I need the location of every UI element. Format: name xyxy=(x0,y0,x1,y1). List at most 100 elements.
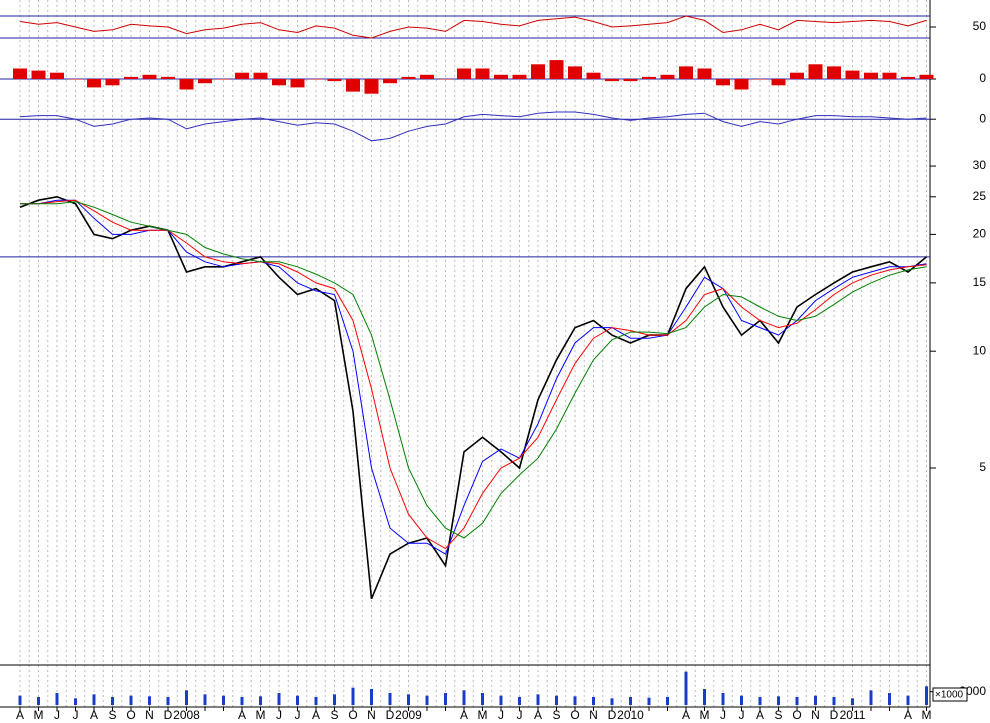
y-tick-label: 20 xyxy=(973,227,987,241)
x-tick-label: J xyxy=(517,708,523,722)
y-tick-label: 30 xyxy=(973,158,987,172)
series-line xyxy=(19,195,928,600)
bar xyxy=(148,696,151,705)
x-tick-label: M xyxy=(700,708,710,722)
x-tick-label: N xyxy=(589,708,598,722)
series-line xyxy=(20,199,927,550)
bar xyxy=(222,695,225,705)
y-tick-label: 50 xyxy=(973,19,987,33)
bar xyxy=(68,79,83,80)
bar xyxy=(142,74,157,79)
bar xyxy=(462,690,466,705)
bar xyxy=(216,79,231,80)
bar xyxy=(679,66,693,79)
bar xyxy=(481,693,484,705)
bar xyxy=(721,693,725,705)
bar xyxy=(795,697,799,705)
bar xyxy=(253,72,268,79)
bar xyxy=(697,68,712,79)
unit-box xyxy=(932,687,968,702)
x-tick-label: D xyxy=(830,708,839,722)
x-tick-label: 2011 xyxy=(840,708,866,722)
bar xyxy=(888,693,891,705)
bar xyxy=(92,694,96,705)
bar xyxy=(549,60,564,79)
bar xyxy=(906,695,910,705)
bar xyxy=(74,698,77,705)
bar xyxy=(444,693,447,705)
bar xyxy=(401,76,416,79)
bar xyxy=(13,68,27,79)
x-tick-label: 2008 xyxy=(173,708,200,722)
bar xyxy=(771,79,786,86)
x-tick-label: 2010 xyxy=(617,708,644,722)
bar xyxy=(851,698,854,705)
x-tick-label: J xyxy=(295,708,301,722)
x-tick-label: J xyxy=(720,708,726,722)
bar xyxy=(198,79,212,84)
y-tick-label: 25 xyxy=(973,189,987,203)
bar xyxy=(37,697,40,705)
bar xyxy=(753,79,767,80)
x-tick-label: M xyxy=(256,708,266,722)
bar xyxy=(383,79,397,84)
bar xyxy=(827,66,841,79)
bar xyxy=(814,695,817,705)
x-tick-label: N xyxy=(145,708,154,722)
y-tick-label: 10 xyxy=(973,343,987,357)
bar xyxy=(105,79,120,86)
bar xyxy=(364,79,379,94)
bar xyxy=(129,695,133,705)
bar xyxy=(87,79,101,88)
x-tick-label: A xyxy=(682,708,690,722)
bar xyxy=(388,693,392,705)
bar xyxy=(420,74,434,79)
bar xyxy=(864,72,878,79)
bar xyxy=(425,695,429,705)
x-tick-label: M xyxy=(478,708,488,722)
y-tick-label: 5 xyxy=(979,460,986,474)
x-tick-label: D xyxy=(164,708,173,722)
x-tick-label: J xyxy=(739,708,745,722)
series-line xyxy=(19,111,927,142)
x-tick-label: J xyxy=(498,708,504,722)
bar xyxy=(290,79,305,88)
bar xyxy=(438,79,453,80)
bar xyxy=(832,697,836,705)
bar xyxy=(610,698,614,705)
bar xyxy=(111,697,114,705)
bar xyxy=(684,671,688,705)
bar xyxy=(50,72,64,79)
bar xyxy=(901,76,915,79)
bar xyxy=(925,686,928,705)
bar xyxy=(203,694,207,705)
bar xyxy=(277,693,281,705)
bar xyxy=(333,694,336,705)
bar xyxy=(346,79,360,92)
x-tick-label: M xyxy=(34,708,44,722)
bar xyxy=(734,79,749,90)
x-tick-label: J xyxy=(276,708,282,722)
bar xyxy=(758,697,762,705)
series-line xyxy=(19,15,927,39)
bar xyxy=(475,68,490,79)
bar xyxy=(777,696,780,705)
x-tick-label: N xyxy=(367,708,376,722)
x-tick-label: A xyxy=(756,708,764,722)
bar xyxy=(568,66,582,79)
x-tick-label: A xyxy=(90,708,98,722)
bar xyxy=(586,72,601,79)
x-tick-label: S xyxy=(108,708,116,722)
bar xyxy=(457,68,471,79)
bar xyxy=(623,79,638,82)
bar xyxy=(536,694,540,705)
bar xyxy=(869,690,873,705)
bar xyxy=(272,79,286,86)
unit-label: ×1000 xyxy=(935,690,964,701)
bar xyxy=(642,76,656,79)
bar xyxy=(124,76,138,79)
x-tick-label: A xyxy=(904,708,912,722)
bar xyxy=(666,697,669,705)
bar xyxy=(55,693,59,705)
